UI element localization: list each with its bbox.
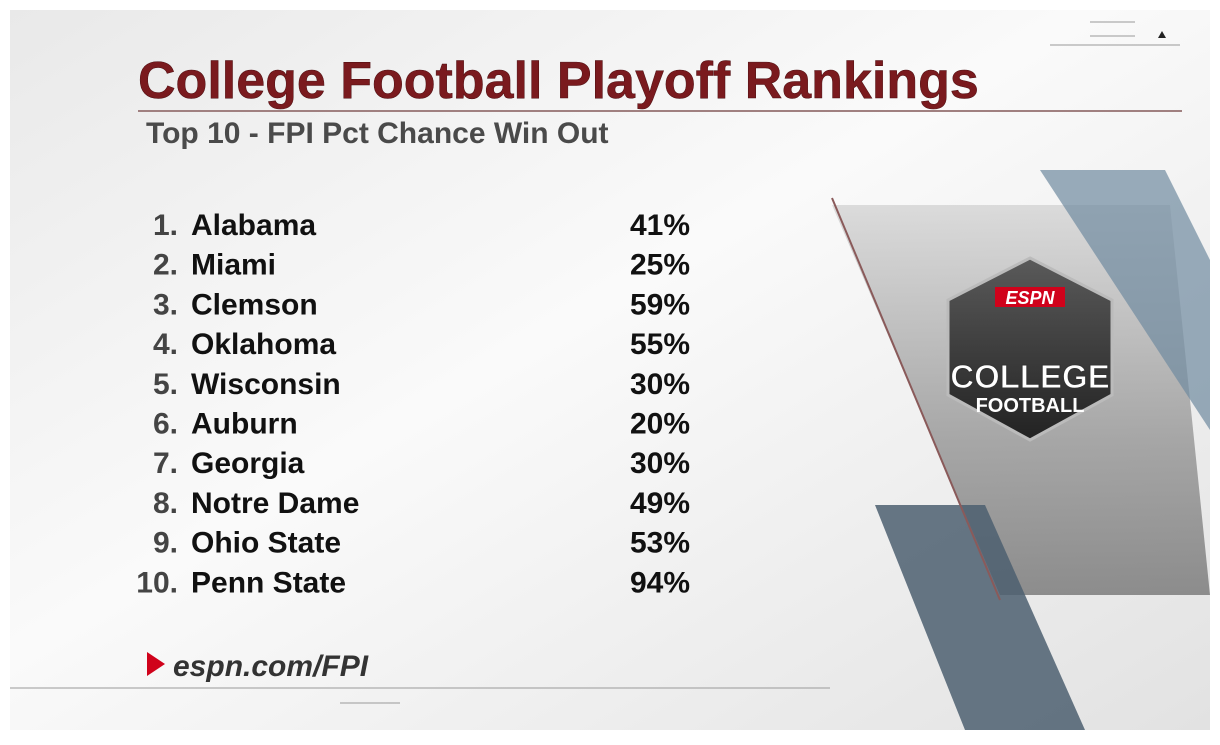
rank: 5. xyxy=(153,368,178,401)
logo-badge xyxy=(946,256,1114,442)
rank: 9. xyxy=(153,527,178,560)
logo-brand: ESPN xyxy=(1005,288,1055,308)
subtitle: Top 10 - FPI Pct Chance Win Out xyxy=(146,117,609,150)
team: Ohio State xyxy=(191,527,341,560)
win-out-pct: 49% xyxy=(630,487,690,520)
logo-line2: FOOTBALL xyxy=(976,395,1085,417)
win-out-pct: 94% xyxy=(630,566,690,599)
team: Clemson xyxy=(191,288,318,321)
win-out-pct: 20% xyxy=(630,408,690,441)
logo-line1: COLLEGE xyxy=(950,358,1110,395)
stripe xyxy=(875,505,1085,730)
divider xyxy=(831,197,1001,601)
rank: 6. xyxy=(153,408,178,441)
team: Alabama xyxy=(191,209,316,242)
win-out-pct: 30% xyxy=(630,447,690,480)
arrow xyxy=(147,652,165,676)
win-out-pct: 41% xyxy=(630,209,690,242)
team: Notre Dame xyxy=(191,487,359,520)
footer-link: espn.com/FPI xyxy=(173,650,369,683)
win-out-pct: 55% xyxy=(630,328,690,361)
stripe xyxy=(1040,170,1210,430)
rank: 10. xyxy=(136,566,178,599)
rank: 1. xyxy=(153,209,178,242)
team: Penn State xyxy=(191,566,346,599)
win-out-pct: 30% xyxy=(630,368,690,401)
rank: 8. xyxy=(153,487,178,520)
team: Wisconsin xyxy=(191,368,341,401)
team: Georgia xyxy=(191,447,305,480)
team: Auburn xyxy=(191,408,298,441)
rank: 3. xyxy=(153,288,178,321)
team: Oklahoma xyxy=(191,328,336,361)
title: College Football Playoff Rankings xyxy=(138,52,979,110)
rank: 4. xyxy=(153,328,178,361)
rankings: 1. Alabama 41% 2. Miami 25% 3. Clemson 59% 4. Okla… xyxy=(136,209,690,599)
logo-brand-bg xyxy=(995,287,1065,307)
win-out-pct: 53% xyxy=(630,527,690,560)
team: Miami xyxy=(191,249,276,282)
win-out-pct: 59% xyxy=(630,288,690,321)
win-out-pct: 25% xyxy=(630,249,690,282)
rank: 7. xyxy=(153,447,178,480)
rank: 2. xyxy=(153,249,178,282)
decor xyxy=(1158,31,1166,38)
